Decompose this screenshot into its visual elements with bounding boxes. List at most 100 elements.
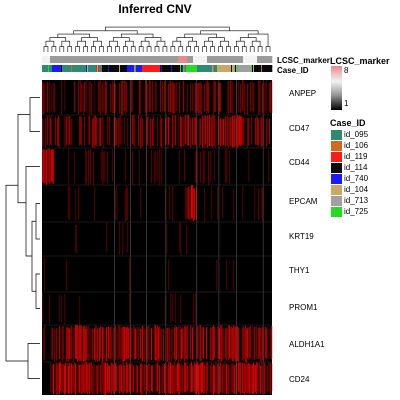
case-id-cell bbox=[263, 65, 265, 72]
case-id-cell bbox=[147, 65, 149, 72]
heatmap-cell bbox=[69, 186, 71, 220]
case-id-cell bbox=[161, 65, 163, 72]
heatmap-cell bbox=[163, 363, 165, 394]
heatmap-cell bbox=[243, 117, 245, 145]
lcsc-marker-cell bbox=[214, 56, 216, 63]
heatmap-cell bbox=[108, 365, 110, 394]
heatmap-cell bbox=[45, 151, 47, 182]
heatmap-cell bbox=[186, 362, 188, 392]
lcsc-marker-cell bbox=[87, 56, 89, 63]
case-id-cell bbox=[74, 65, 76, 72]
heatmap-cell bbox=[269, 82, 271, 112]
heatmap-cell bbox=[81, 325, 83, 362]
heatmap-cell bbox=[127, 222, 129, 253]
heatmap-cell bbox=[124, 80, 126, 112]
heatmap-cell bbox=[63, 326, 65, 360]
heatmap-cell bbox=[210, 118, 212, 145]
heatmap-cell bbox=[190, 188, 192, 221]
lcsc-marker-cell bbox=[180, 56, 182, 63]
heatmap-cell bbox=[218, 81, 220, 115]
case-id-cell bbox=[213, 65, 215, 72]
case-id-cell bbox=[172, 65, 174, 72]
lcsc-marker-cell bbox=[136, 56, 138, 63]
column-dendrogram-branch bbox=[234, 46, 239, 52]
column-dendrogram-branch bbox=[154, 46, 160, 52]
heatmap-cell bbox=[233, 259, 235, 292]
heatmap-cell bbox=[101, 151, 103, 182]
heatmap-cell bbox=[103, 151, 105, 183]
lcsc-marker-cell bbox=[143, 56, 145, 63]
case-id-cell bbox=[85, 65, 87, 72]
annotation-label-case-id: Case_ID bbox=[277, 66, 309, 75]
legend-label: id_713 bbox=[344, 196, 369, 205]
lcsc-marker-cell bbox=[56, 56, 58, 63]
heatmap-cell bbox=[231, 116, 233, 147]
column-dendrogram-branch bbox=[236, 40, 245, 47]
lcsc-marker-cell bbox=[85, 56, 87, 63]
column-dendrogram-branch bbox=[241, 46, 247, 52]
column-dendrogram-branch bbox=[115, 46, 120, 52]
case-id-cell bbox=[171, 65, 173, 72]
case-id-cell bbox=[80, 65, 82, 72]
heatmap-cell bbox=[230, 328, 232, 359]
heatmap-cell bbox=[66, 116, 68, 146]
lcsc-marker-cell bbox=[218, 56, 220, 63]
heatmap-cell bbox=[180, 326, 182, 362]
column-dendrogram-branch bbox=[130, 46, 136, 52]
heatmap-cell bbox=[195, 364, 197, 395]
column-dendrogram-branch bbox=[176, 37, 193, 42]
heatmap-cell bbox=[147, 83, 149, 113]
heatmap-cell bbox=[221, 325, 223, 362]
case-id-cell bbox=[248, 65, 250, 72]
heatmap-cell bbox=[68, 116, 70, 146]
case-id-cell bbox=[191, 65, 193, 72]
heatmap-cell bbox=[220, 83, 222, 112]
legend-title-case-id: Case_ID bbox=[330, 118, 366, 128]
lcsc-marker-cell bbox=[109, 56, 111, 63]
heatmap-cell bbox=[219, 328, 221, 360]
case-id-cell bbox=[153, 65, 155, 72]
heatmap-cell bbox=[169, 117, 171, 147]
heatmap-cell bbox=[242, 117, 244, 145]
column-dendrogram-branch bbox=[251, 40, 261, 47]
heatmap-cell bbox=[80, 116, 82, 145]
heatmap-cell bbox=[128, 328, 130, 359]
heatmap-cell bbox=[124, 117, 126, 145]
lcsc-marker-cell bbox=[144, 56, 146, 63]
case-id-cell bbox=[244, 65, 246, 72]
heatmap-cell bbox=[219, 365, 221, 394]
case-id-cell bbox=[111, 65, 113, 72]
lcsc-marker-cell bbox=[177, 56, 179, 63]
lcsc-marker-cell bbox=[232, 56, 234, 63]
heatmap-cell bbox=[220, 325, 222, 362]
case-id-cell bbox=[180, 65, 182, 72]
case-id-cell bbox=[136, 65, 138, 72]
heatmap-cell bbox=[90, 327, 92, 360]
lcsc-marker-cell bbox=[63, 56, 65, 63]
heatmap-cell bbox=[100, 117, 102, 147]
case-id-cell bbox=[57, 65, 59, 72]
heatmap-cell bbox=[103, 327, 105, 359]
heatmap-cell bbox=[94, 186, 96, 222]
heatmap-cell bbox=[200, 81, 202, 114]
heatmap-cell bbox=[54, 83, 56, 113]
heatmap-cell bbox=[92, 328, 94, 360]
heatmap-cell bbox=[192, 365, 194, 392]
heatmap-cell bbox=[85, 328, 87, 362]
heatmap-cell bbox=[52, 327, 54, 360]
heatmap-cell bbox=[88, 325, 90, 361]
heatmap-cell bbox=[216, 362, 218, 393]
heatmap-cell bbox=[81, 364, 83, 395]
heatmap-cell bbox=[80, 80, 82, 112]
chart-title: Inferred CNV bbox=[118, 2, 192, 16]
lcsc-marker-cell bbox=[263, 56, 265, 63]
heatmap-cell bbox=[65, 117, 67, 147]
case-id-cell bbox=[144, 65, 146, 72]
legend-swatch bbox=[331, 141, 342, 151]
case-id-cell bbox=[109, 65, 111, 72]
heatmap-cell bbox=[243, 325, 245, 360]
heatmap-cell bbox=[185, 186, 187, 220]
heatmap-cell bbox=[249, 326, 251, 359]
heatmap-cell bbox=[116, 185, 118, 221]
lcsc-marker-cell bbox=[229, 56, 231, 63]
